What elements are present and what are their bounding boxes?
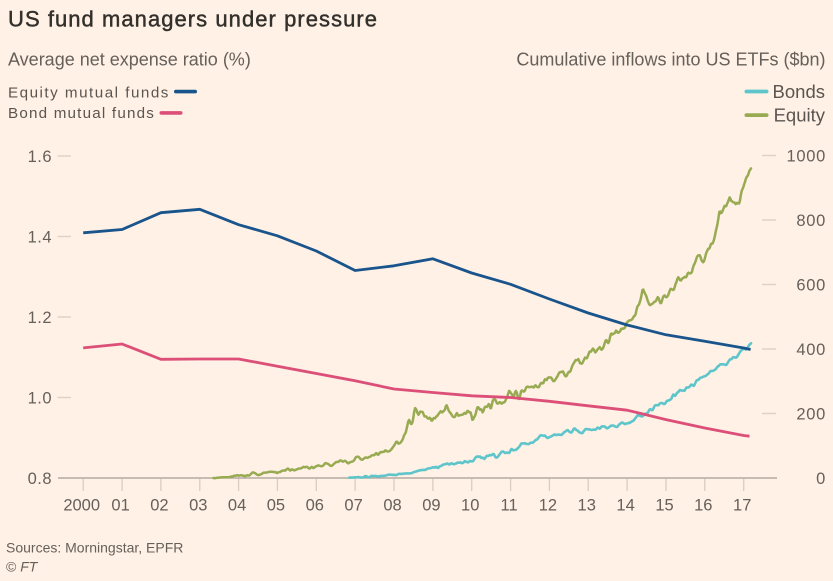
svg-text:2000: 2000 [63,497,100,515]
svg-text:200: 200 [796,405,826,423]
svg-text:10: 10 [461,497,479,515]
svg-text:11: 11 [501,497,518,515]
svg-text:Bonds: Bonds [773,81,825,102]
svg-text:14: 14 [616,497,634,515]
svg-text:0: 0 [816,470,826,488]
svg-text:1.0: 1.0 [28,389,52,407]
svg-text:US fund managers under pressur: US fund managers under pressure [8,7,378,32]
svg-text:06: 06 [306,497,324,515]
svg-text:600: 600 [796,276,826,294]
svg-text:0.8: 0.8 [28,470,52,488]
svg-text:04: 04 [228,497,246,515]
svg-text:1.6: 1.6 [28,148,52,166]
svg-text:17: 17 [733,497,751,515]
svg-text:01: 01 [111,497,129,515]
svg-text:1.4: 1.4 [28,228,52,246]
svg-text:02: 02 [150,497,168,515]
svg-text:400: 400 [796,341,826,359]
svg-text:05: 05 [267,497,285,515]
svg-text:Average net expense ratio (%): Average net expense ratio (%) [8,50,251,70]
svg-text:03: 03 [189,497,207,515]
svg-text:16: 16 [694,497,712,515]
svg-text:07: 07 [344,497,362,515]
svg-text:800: 800 [796,212,826,230]
svg-text:15: 15 [655,497,673,515]
svg-text:Sources: Morningstar, EPFR: Sources: Morningstar, EPFR [6,539,183,555]
svg-text:Cumulative inflows into US ETF: Cumulative inflows into US ETFs ($bn) [516,50,825,70]
svg-text:12: 12 [539,497,557,515]
svg-text:1.2: 1.2 [28,309,52,327]
svg-text:Equity: Equity [774,105,826,126]
svg-text:09: 09 [422,497,440,515]
svg-text:08: 08 [383,497,401,515]
svg-text:1000: 1000 [786,147,826,165]
svg-text:Equity mutual funds: Equity mutual funds [8,84,170,101]
svg-text:Bond mutual funds: Bond mutual funds [8,105,155,122]
svg-text:13: 13 [578,497,596,515]
svg-text:© FT: © FT [6,559,39,575]
